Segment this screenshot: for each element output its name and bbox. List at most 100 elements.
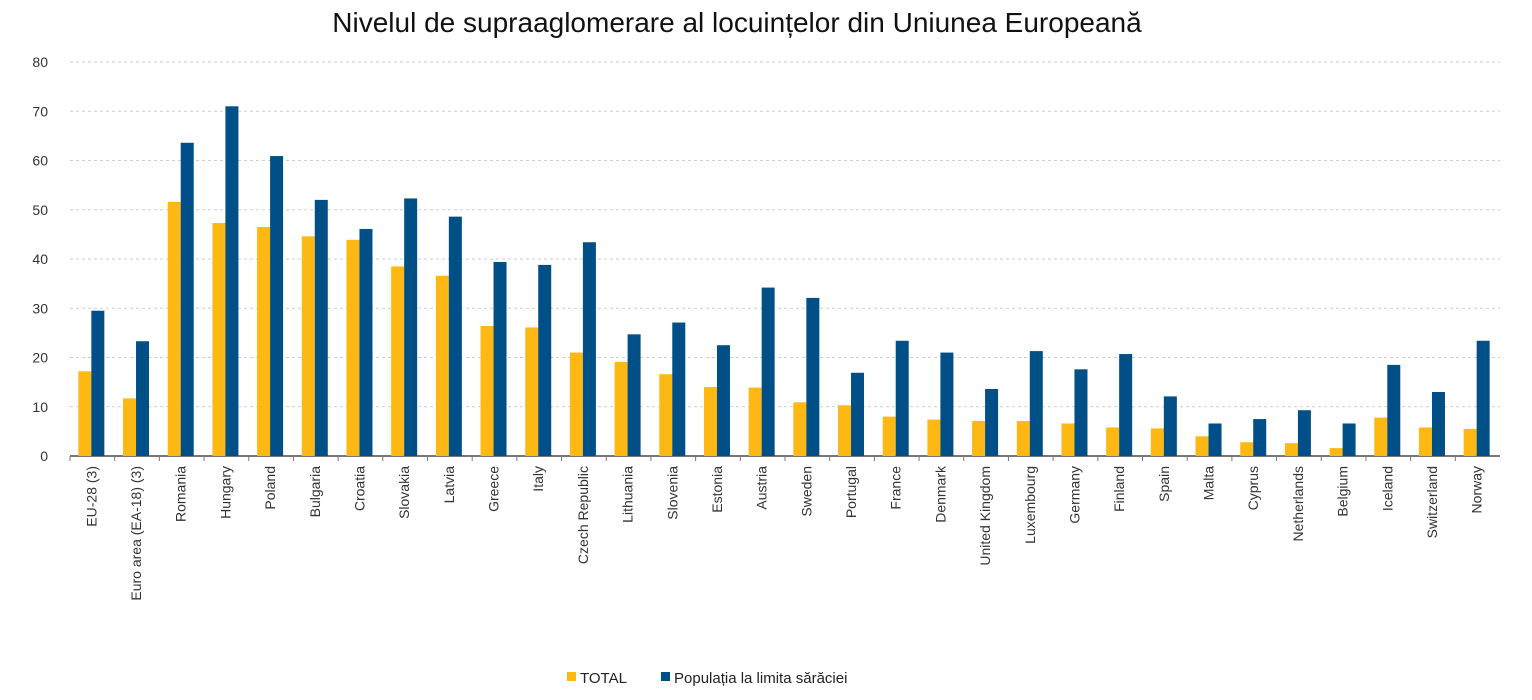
bar-poverty xyxy=(359,228,373,456)
y-tick-label: 20 xyxy=(32,350,48,366)
bar-poverty xyxy=(627,334,641,456)
y-tick-label: 80 xyxy=(32,54,48,70)
bar-total xyxy=(1284,443,1298,456)
bar-total xyxy=(1329,448,1343,456)
bar-total xyxy=(838,405,852,456)
x-tick-label: Austria xyxy=(754,466,770,510)
bar-poverty xyxy=(1342,423,1356,456)
x-tick-label: Norway xyxy=(1469,466,1485,513)
bar-poverty xyxy=(1253,419,1267,456)
bar-poverty xyxy=(493,261,507,456)
legend-label: TOTAL xyxy=(580,670,627,687)
bar-total xyxy=(1016,421,1030,456)
bar-total xyxy=(793,402,807,456)
bar-total xyxy=(927,419,941,456)
bar-total xyxy=(614,361,628,456)
x-tick-label: Hungary xyxy=(217,466,233,519)
x-tick-label: France xyxy=(888,466,904,510)
x-tick-label: Cyprus xyxy=(1245,466,1261,510)
legend: TOTAL Populația la limita sărăciei xyxy=(567,670,847,687)
bar-total xyxy=(1061,423,1075,456)
bar-total xyxy=(569,352,583,456)
bar-poverty xyxy=(404,198,418,457)
bar-total xyxy=(1418,427,1432,456)
x-tick-label: Latvia xyxy=(441,466,457,504)
x-tick-label: Denmark xyxy=(932,465,948,523)
bar-total xyxy=(123,398,137,456)
bar-poverty xyxy=(672,322,686,456)
bar-total xyxy=(703,387,717,456)
bar-poverty xyxy=(761,287,775,456)
legend-swatch xyxy=(567,672,576,681)
bar-total xyxy=(257,226,271,456)
legend-label: Populația la limita sărăciei xyxy=(674,670,847,687)
x-tick-label: Malta xyxy=(1201,466,1217,500)
y-tick-label: 0 xyxy=(40,448,48,464)
x-tick-label: Lithuania xyxy=(620,466,636,523)
bar-poverty xyxy=(1119,354,1133,456)
bar-total xyxy=(301,236,315,456)
bar-poverty xyxy=(448,216,462,456)
bar-poverty xyxy=(851,372,865,456)
bar-total xyxy=(1374,417,1388,456)
bar-poverty xyxy=(1476,340,1490,456)
bar-poverty xyxy=(180,142,194,456)
y-tick-label: 60 xyxy=(32,153,48,169)
y-tick-label: 40 xyxy=(32,251,48,267)
bar-poverty xyxy=(538,264,552,456)
x-tick-label: Euro area (EA-18) (3) xyxy=(128,466,144,601)
bar-poverty xyxy=(270,156,284,456)
bar-poverty xyxy=(1074,369,1088,456)
bar-total xyxy=(346,239,360,456)
x-tick-label: EU-28 (3) xyxy=(83,466,99,527)
bar-poverty xyxy=(1297,410,1311,456)
bar-total xyxy=(972,421,986,456)
x-tick-label: Estonia xyxy=(709,466,725,513)
bar-poverty xyxy=(1163,396,1177,456)
bar-total xyxy=(748,387,762,456)
bar-poverty xyxy=(582,242,596,456)
bar-total xyxy=(882,416,896,456)
x-tick-label: Slovenia xyxy=(664,466,680,520)
x-tick-label: Greece xyxy=(486,466,502,512)
x-tick-label: Luxembourg xyxy=(1022,466,1038,544)
bar-poverty xyxy=(136,341,150,456)
bar-total xyxy=(167,201,181,456)
bar-poverty xyxy=(91,310,105,456)
x-tick-label: Netherlands xyxy=(1290,466,1306,542)
bar-poverty xyxy=(985,389,999,456)
bar-poverty xyxy=(716,345,730,456)
x-tick-label: Iceland xyxy=(1379,466,1395,511)
bar-poverty xyxy=(806,297,820,456)
bar-total xyxy=(1463,428,1477,456)
bar-total xyxy=(435,275,449,456)
x-tick-label: Poland xyxy=(262,466,278,510)
bar-poverty xyxy=(1387,364,1401,456)
x-tick-label: Belgium xyxy=(1335,466,1351,517)
bar-poverty xyxy=(895,340,909,456)
bar-total xyxy=(1106,427,1120,456)
bar-poverty xyxy=(225,106,239,456)
x-tick-label: Spain xyxy=(1156,466,1172,502)
x-tick-label: Portugal xyxy=(843,466,859,518)
bar-poverty xyxy=(1029,351,1043,456)
x-tick-label: Bulgaria xyxy=(307,466,323,518)
x-tick-label: Sweden xyxy=(798,466,814,517)
legend-swatch xyxy=(661,672,670,681)
bar-total xyxy=(78,371,92,456)
bar-total xyxy=(1150,428,1164,456)
y-tick-label: 50 xyxy=(32,202,48,218)
x-tick-label: Germany xyxy=(1066,466,1082,524)
x-tick-label: Slovakia xyxy=(396,466,412,519)
y-tick-label: 30 xyxy=(32,300,48,316)
bar-total xyxy=(391,266,405,456)
x-tick-label: Romania xyxy=(173,466,189,522)
bar-total xyxy=(659,374,673,456)
chart-title: Nivelul de supraaglomerare al locuințelo… xyxy=(332,7,1142,38)
bar-total xyxy=(212,223,226,456)
x-tick-label: United Kingdom xyxy=(977,466,993,566)
x-tick-label: Switzerland xyxy=(1424,466,1440,538)
bar-total xyxy=(1240,442,1254,456)
bar-poverty xyxy=(1208,423,1222,456)
y-tick-label: 10 xyxy=(32,399,48,415)
